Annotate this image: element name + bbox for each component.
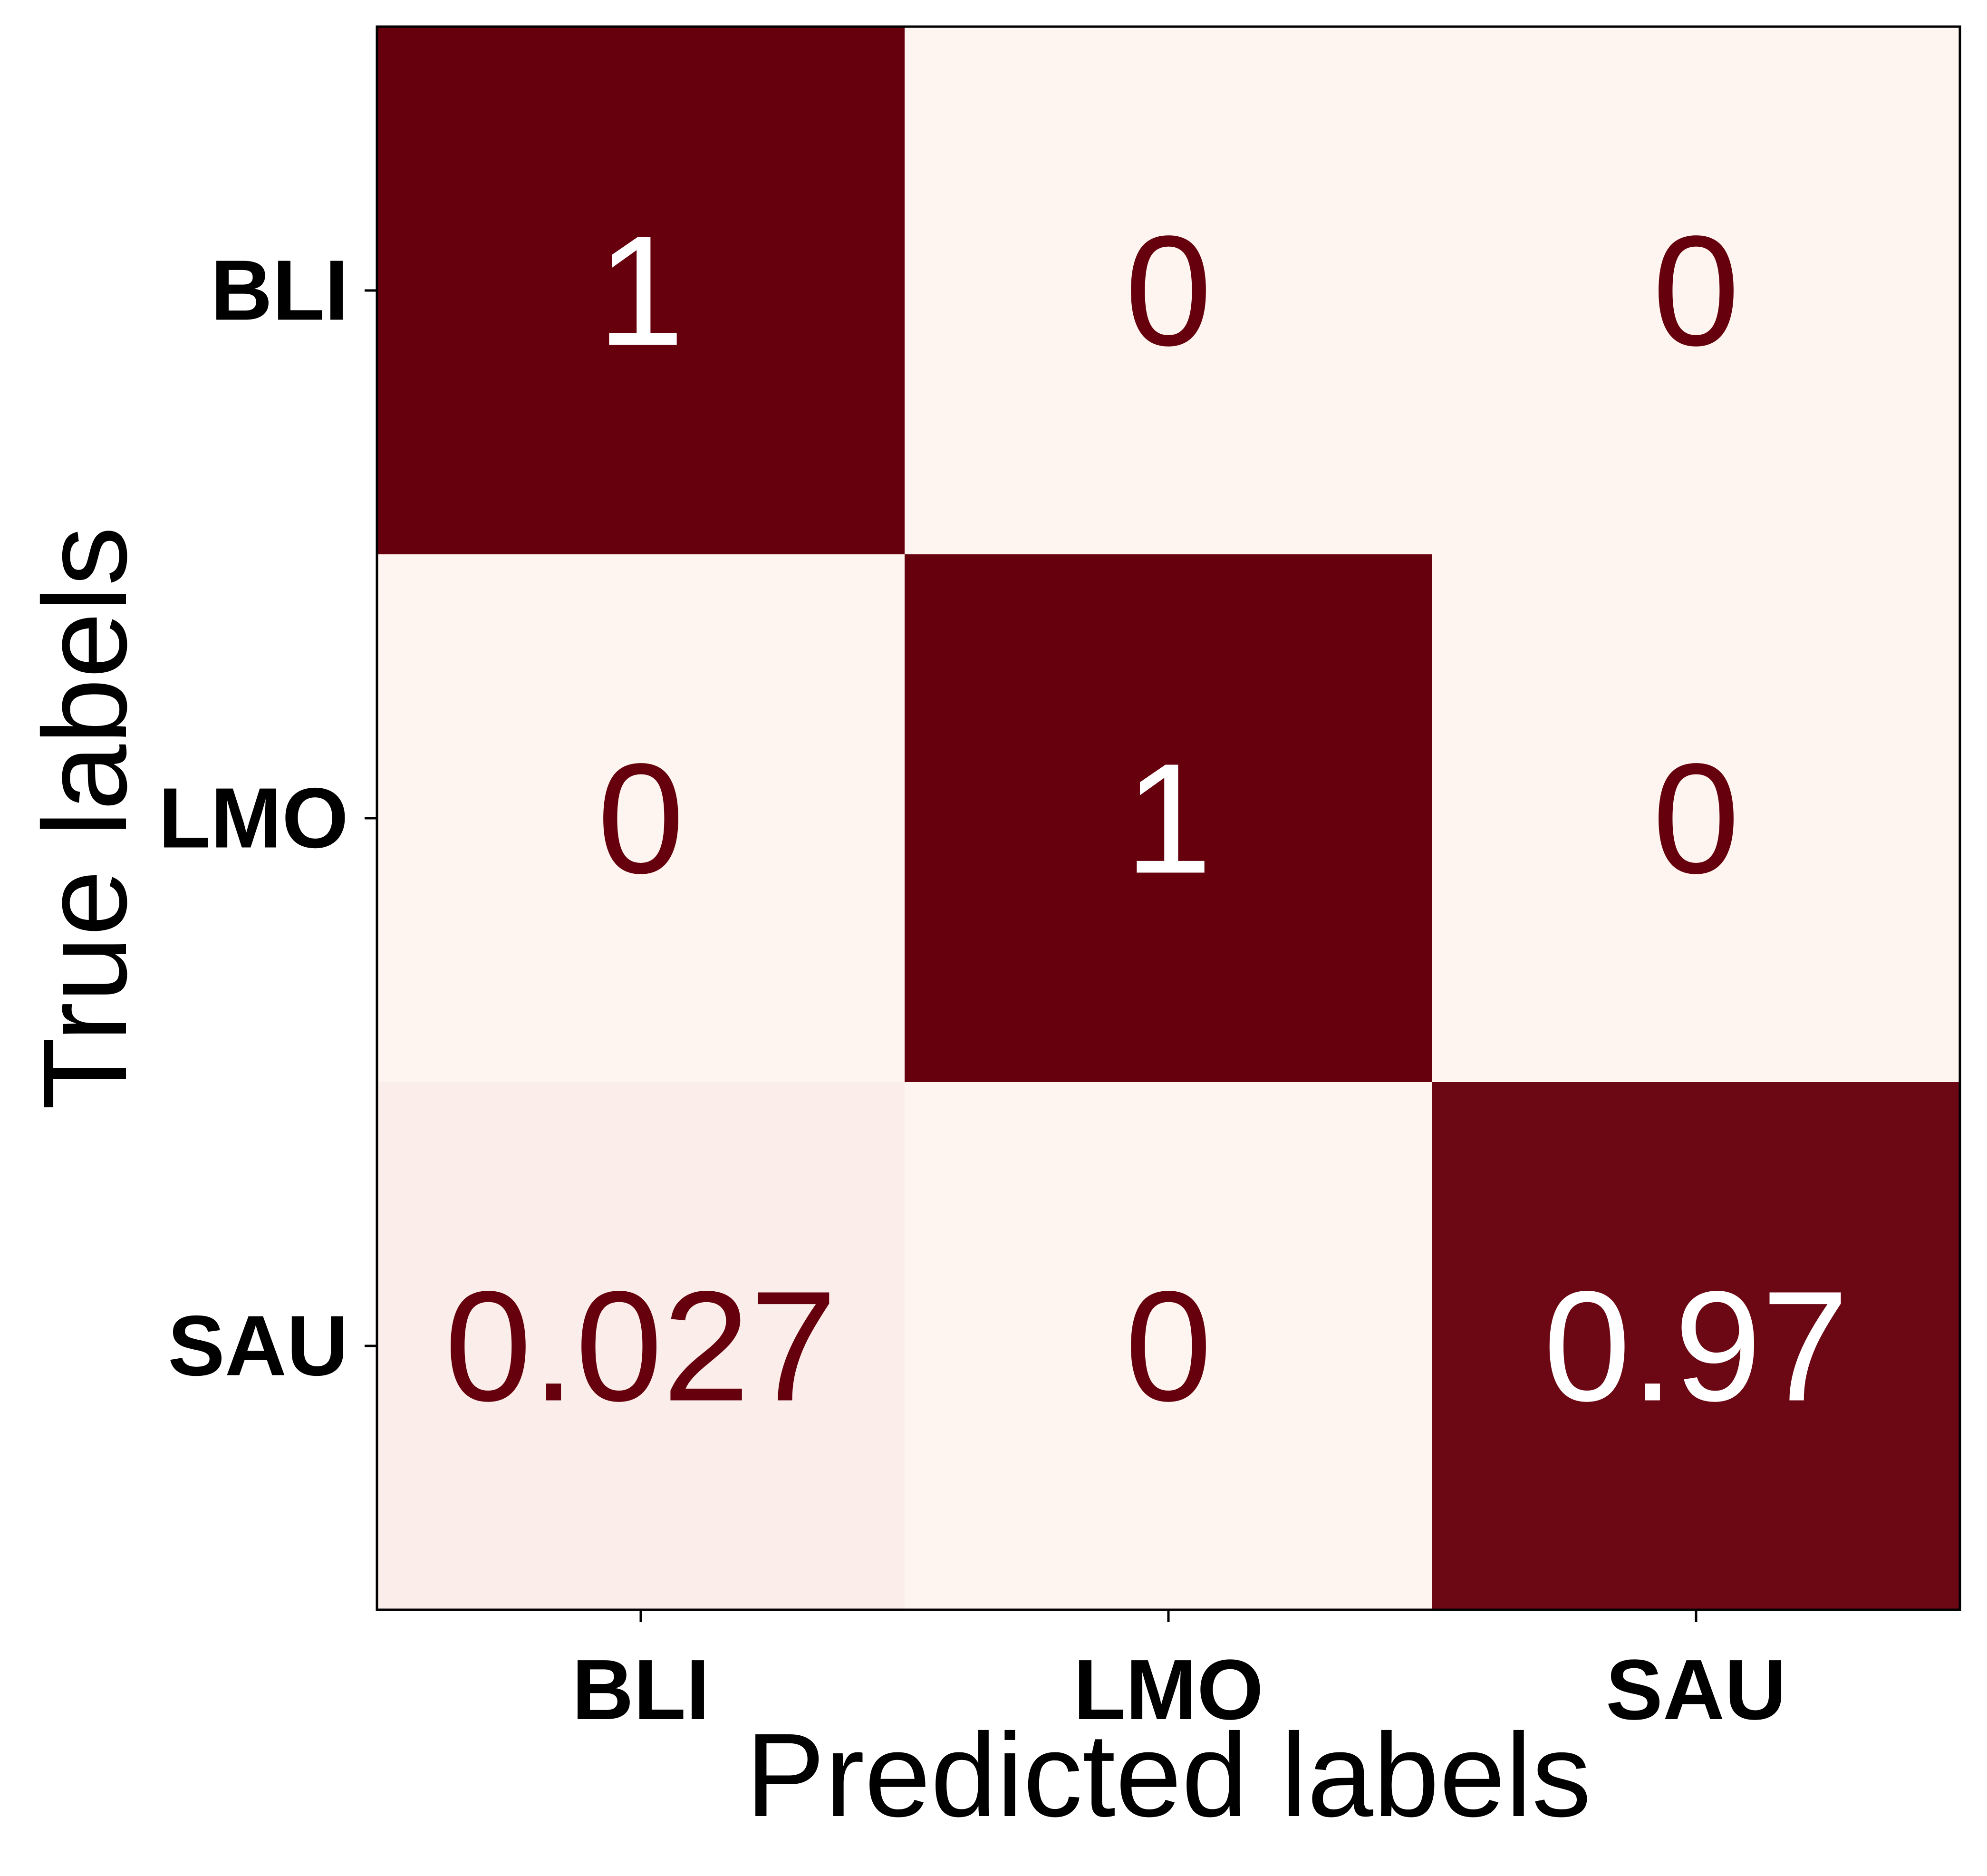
heatmap-cell-bli-bli [377,27,905,555]
x-axis-ticks: BLI LMO SAU [572,1610,1786,1738]
y-tick-label: LMO [158,771,348,866]
cell-value-label: 0 [1125,203,1212,378]
heatmap-cell-lmo-lmo [905,554,1433,1083]
cell-value-label: 0 [1652,731,1740,906]
cell-value-label: 0 [1125,1258,1212,1434]
x-tick-label: BLI [572,1642,710,1738]
heatmap-cell-sau-lmo [905,1082,1433,1610]
y-axis-title: True labels [19,526,151,1110]
cell-value-label: 1 [597,203,685,378]
y-tick-label: SAU [168,1298,348,1394]
cell-value-label: 1 [1125,731,1212,906]
cell-value-label: 0 [597,731,685,906]
heatmap-cell-lmo-sau [1432,554,1960,1083]
heatmap-cell-sau-bli [377,1082,905,1610]
x-tick-label: SAU [1606,1642,1786,1738]
heatmap-cell-sau-sau [1432,1082,1960,1610]
cell-value-label: 0.027 [444,1258,837,1434]
y-tick-label: BLI [211,243,348,338]
x-tick-label: LMO [1073,1642,1264,1738]
heatmap-cell-bli-sau [1432,27,1960,555]
heatmap-cell-lmo-bli [377,554,905,1083]
heatmap-cell-bli-lmo [905,27,1433,555]
cell-value-label: 0 [1652,203,1740,378]
y-axis-ticks: BLI LMO SAU [158,243,377,1394]
cell-value-label: 0.97 [1543,1258,1849,1434]
x-axis-title: Predicted labels [746,1709,1592,1841]
heatmap-cell-labels: 1 0 0 0 1 0 0.027 0 0.97 [444,203,1849,1434]
heatmap-cells [377,27,1960,1610]
